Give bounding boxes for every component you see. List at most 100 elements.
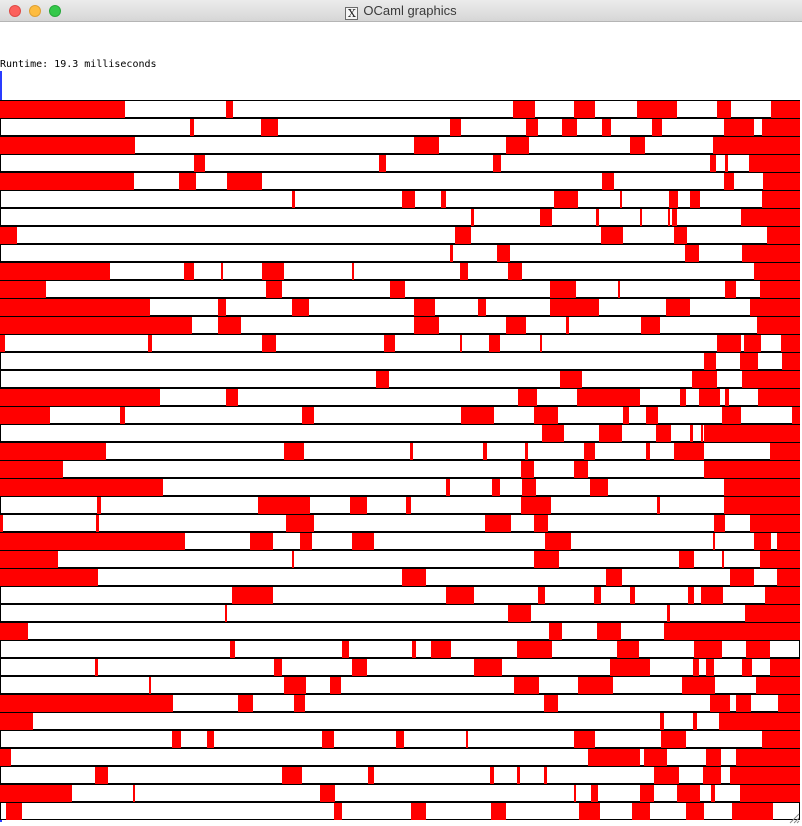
red-segment — [630, 587, 635, 604]
red-segment — [0, 101, 125, 118]
red-segment — [657, 497, 660, 514]
red-segment — [274, 659, 282, 676]
red-segment — [493, 155, 501, 172]
row-outline — [0, 424, 800, 442]
red-segment — [637, 101, 677, 118]
red-segment — [396, 731, 404, 748]
bar-row — [0, 712, 800, 730]
red-segment — [610, 659, 650, 676]
row-outline — [0, 766, 800, 784]
bar-row — [0, 136, 800, 154]
red-segment — [0, 785, 72, 802]
red-segment — [506, 137, 529, 154]
red-segment — [0, 137, 135, 154]
red-segment — [411, 803, 426, 820]
red-segment — [446, 479, 450, 496]
red-segment — [771, 101, 800, 118]
red-segment — [471, 209, 474, 226]
red-segment — [579, 803, 600, 820]
red-segment — [0, 479, 163, 496]
red-segment — [292, 299, 309, 316]
red-segment — [0, 749, 11, 766]
window-title: OCaml graphics — [363, 3, 457, 18]
bar-row — [0, 370, 800, 388]
bar-row — [0, 388, 800, 406]
red-segment — [227, 173, 262, 190]
red-segment — [232, 587, 273, 604]
row-outline — [0, 262, 800, 280]
red-segment — [508, 263, 522, 280]
red-segment — [406, 497, 411, 514]
title-bar[interactable]: X OCaml graphics — [0, 0, 802, 22]
red-segment — [725, 281, 736, 298]
bar-row — [0, 154, 800, 172]
bar-row — [0, 424, 800, 442]
red-segment — [0, 623, 28, 640]
red-segment — [460, 335, 462, 352]
red-segment — [606, 569, 622, 586]
red-segment — [513, 101, 535, 118]
row-outline — [0, 244, 800, 262]
red-segment — [778, 695, 800, 712]
bar-row — [0, 658, 800, 676]
red-segment — [577, 389, 640, 406]
red-segment — [172, 731, 181, 748]
red-segment — [641, 317, 660, 334]
red-segment — [574, 731, 595, 748]
red-segment — [550, 281, 576, 298]
red-segment — [722, 551, 724, 568]
bar-row — [0, 334, 800, 352]
red-segment — [765, 587, 800, 604]
close-button[interactable] — [9, 5, 21, 17]
red-segment — [286, 515, 314, 532]
red-segment — [730, 569, 754, 586]
red-segment — [238, 695, 253, 712]
red-segment — [757, 317, 800, 334]
red-segment — [742, 371, 800, 388]
x11-icon: X — [345, 7, 359, 20]
red-segment — [431, 641, 451, 658]
red-segment — [414, 317, 439, 334]
row-outline — [0, 208, 800, 226]
red-segment — [292, 191, 295, 208]
red-segment — [352, 263, 354, 280]
red-segment — [674, 227, 687, 244]
minimize-button[interactable] — [29, 5, 41, 17]
red-segment — [777, 569, 800, 586]
bar-row — [0, 262, 800, 280]
red-segment — [574, 101, 595, 118]
row-outline — [0, 154, 800, 172]
red-segment — [402, 191, 415, 208]
red-segment — [179, 173, 196, 190]
bar-row — [0, 676, 800, 694]
red-segment — [534, 551, 559, 568]
red-segment — [262, 263, 284, 280]
red-segment — [450, 245, 453, 262]
red-segment — [368, 767, 374, 784]
maximize-button[interactable] — [49, 5, 61, 17]
resize-grip-icon[interactable] — [788, 812, 800, 824]
red-segment — [706, 749, 721, 766]
red-segment — [661, 731, 686, 748]
red-segment — [740, 353, 758, 370]
bar-row — [0, 802, 800, 820]
red-segment — [688, 587, 694, 604]
red-segment — [492, 479, 500, 496]
red-segment — [620, 191, 622, 208]
red-segment — [591, 785, 598, 802]
red-segment — [120, 407, 125, 424]
red-segment — [756, 677, 800, 694]
row-outline — [0, 586, 800, 604]
red-segment — [545, 533, 571, 550]
red-segment — [226, 101, 233, 118]
red-segment — [644, 749, 667, 766]
red-segment — [250, 533, 273, 550]
red-segment — [97, 497, 101, 514]
red-segment — [704, 425, 800, 442]
row-outline — [0, 802, 800, 820]
red-segment — [508, 605, 531, 622]
bar-row — [0, 244, 800, 262]
row-outline — [0, 676, 800, 694]
red-segment — [749, 155, 800, 172]
bar-row — [0, 226, 800, 244]
